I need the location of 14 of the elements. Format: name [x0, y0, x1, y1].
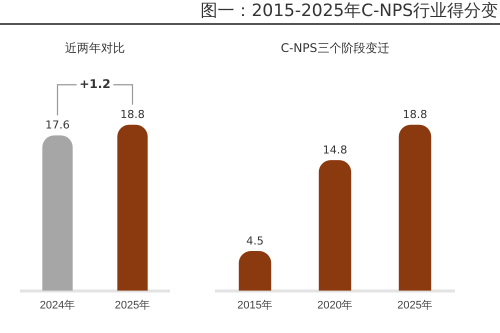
x-tick-label: 2025年 — [397, 299, 433, 312]
data-label: 18.8 — [120, 108, 145, 122]
data-label: 17.6 — [45, 118, 70, 132]
x-tick-label: 2015年 — [237, 299, 273, 312]
data-label: 18.8 — [402, 108, 428, 122]
chart-subtitle: 近两年对比 — [64, 40, 126, 57]
data-label: 14.8 — [322, 143, 348, 156]
x-tick-label: 2024年 — [40, 299, 76, 312]
chart-subtitle: C-NPS三个阶段变迁 — [280, 40, 390, 57]
x-tick-label: 2020年 — [317, 299, 353, 312]
x-tick-label: 2025年 — [114, 299, 150, 312]
chart-title: 图一：2015-2025年C-NPS行业得分变 — [200, 0, 498, 22]
data-label: 4.5 — [246, 234, 264, 248]
text: +1.2 — [79, 76, 111, 91]
